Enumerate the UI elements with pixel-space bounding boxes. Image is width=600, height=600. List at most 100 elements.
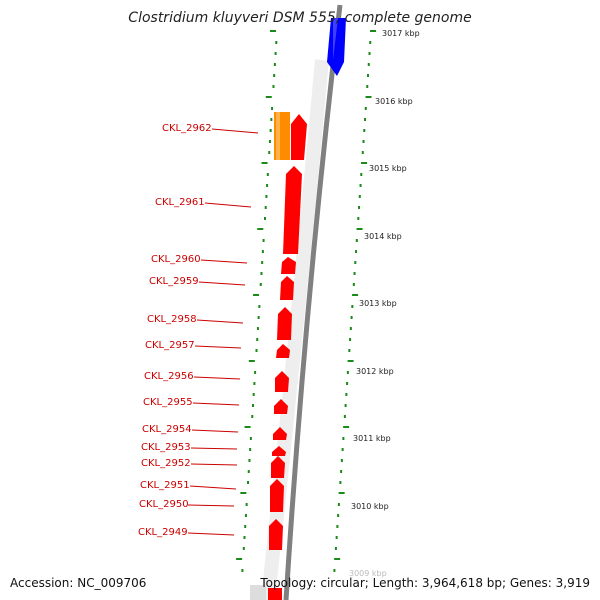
gene-label[interactable]: CKL_2953 — [141, 442, 191, 453]
tick-minor — [261, 250, 264, 253]
tick-minor — [339, 481, 342, 484]
tick-minor — [344, 404, 347, 407]
tick-minor — [350, 316, 353, 319]
gene-label[interactable]: CKL_2962 — [162, 123, 212, 134]
tick-minor — [333, 569, 336, 572]
gene-arrow-blue[interactable] — [327, 18, 346, 76]
tick-major — [334, 558, 341, 560]
tick-minor — [255, 349, 258, 352]
backbone-shadow — [261, 59, 329, 600]
tick-minor — [251, 404, 254, 407]
tick-minor — [248, 459, 251, 462]
tick-minor — [275, 41, 278, 44]
tick-minor — [259, 283, 262, 286]
gene-arrow[interactable] — [272, 446, 286, 456]
tick-minor — [364, 118, 367, 121]
tick-minor — [258, 305, 261, 308]
gene-label[interactable]: CKL_2949 — [138, 527, 188, 538]
scale-label: 3017 kbp — [382, 29, 420, 38]
tick-minor — [249, 437, 252, 440]
tick-minor — [367, 74, 370, 77]
gene-arrow-partial — [268, 588, 282, 600]
tick-major — [244, 426, 251, 428]
tick-major — [343, 426, 350, 428]
tick-minor — [337, 514, 340, 517]
tick-minor — [263, 217, 266, 220]
tick-minor — [271, 107, 274, 110]
gene-label[interactable]: CKL_2958 — [147, 314, 197, 325]
scale-label: 3010 kbp — [351, 502, 389, 511]
tick-major — [356, 228, 363, 230]
scale-label: 3013 kbp — [359, 299, 397, 308]
tick-minor — [369, 41, 372, 44]
scale-label: 3011 kbp — [353, 434, 391, 443]
tick-minor — [265, 195, 268, 198]
gene-arrow[interactable] — [273, 427, 287, 440]
gene-arrow[interactable] — [274, 399, 288, 414]
scale-label: 3016 kbp — [375, 97, 413, 106]
scale-label: 3009 kbp — [349, 569, 387, 578]
gene-label[interactable]: CKL_2960 — [151, 254, 201, 265]
tick-major — [265, 96, 272, 98]
tick-minor — [368, 52, 371, 55]
scale-labels: 3017 kbp 3016 kbp 3015 kbp 3014 kbp 3013… — [349, 29, 420, 578]
tick-minor — [244, 514, 247, 517]
tick-major — [270, 30, 276, 32]
tick-minor — [351, 305, 354, 308]
tick-minor — [273, 74, 276, 77]
gene-arrow[interactable] — [291, 114, 307, 160]
tick-minor — [340, 459, 343, 462]
gene-label[interactable]: CKL_2956 — [144, 371, 194, 382]
tick-minor — [359, 184, 362, 187]
tick-major — [240, 492, 247, 494]
gene-arrow[interactable] — [270, 479, 284, 512]
gene-arrow[interactable] — [271, 456, 285, 478]
tick-minor — [334, 547, 337, 550]
gene-label[interactable]: CKL_2961 — [155, 197, 205, 208]
tick-minor — [357, 217, 360, 220]
gene-arrow-blue-highlight — [333, 18, 338, 60]
tick-minor — [269, 129, 272, 132]
tick-minor — [367, 63, 370, 66]
gene-arrow[interactable] — [276, 344, 290, 358]
tick-minor — [341, 448, 344, 451]
gene-arrows-red — [269, 114, 307, 550]
tick-minor — [251, 415, 254, 418]
tick-minor — [364, 107, 367, 110]
tick-minor — [247, 470, 250, 473]
gene-arrow[interactable] — [277, 307, 292, 340]
tick-minor — [268, 151, 271, 154]
gene-arrow[interactable] — [275, 371, 289, 392]
tick-minor — [244, 525, 247, 528]
scale-label: 3014 kbp — [364, 232, 402, 241]
tick-major — [352, 294, 359, 296]
tick-minor — [358, 195, 361, 198]
tick-minor — [256, 327, 259, 330]
tick-minor — [245, 503, 248, 506]
gene-label[interactable]: CKL_2952 — [141, 458, 191, 469]
inner-tick-column — [236, 30, 278, 572]
gene-labels: CKL_2962 CKL_2961 CKL_2960 CKL_2959 CKL_… — [138, 123, 259, 538]
genome-title: Clostridium kluyveri DSM 555, complete g… — [128, 10, 472, 26]
tick-minor — [247, 481, 250, 484]
gene-label[interactable]: CKL_2957 — [145, 340, 195, 351]
gene-label[interactable]: CKL_2951 — [140, 480, 190, 491]
tick-minor — [337, 503, 340, 506]
gene-label[interactable]: CKL_2950 — [139, 499, 189, 510]
tick-minor — [336, 525, 339, 528]
gene-label[interactable]: CKL_2955 — [143, 397, 193, 408]
gene-label[interactable]: CKL_2954 — [142, 424, 192, 435]
gene-arrow[interactable] — [269, 519, 283, 550]
tick-minor — [343, 415, 346, 418]
gene-label[interactable]: CKL_2959 — [149, 276, 199, 287]
tick-minor — [249, 448, 252, 451]
gene-arrow[interactable] — [283, 166, 302, 254]
tick-minor — [254, 371, 257, 374]
tick-minor — [360, 173, 363, 176]
tick-major — [365, 96, 372, 98]
tick-minor — [362, 140, 365, 143]
gene-arrow[interactable] — [281, 257, 296, 274]
tick-minor — [242, 547, 245, 550]
tick-major — [248, 360, 255, 362]
gene-arrow[interactable] — [280, 276, 294, 300]
